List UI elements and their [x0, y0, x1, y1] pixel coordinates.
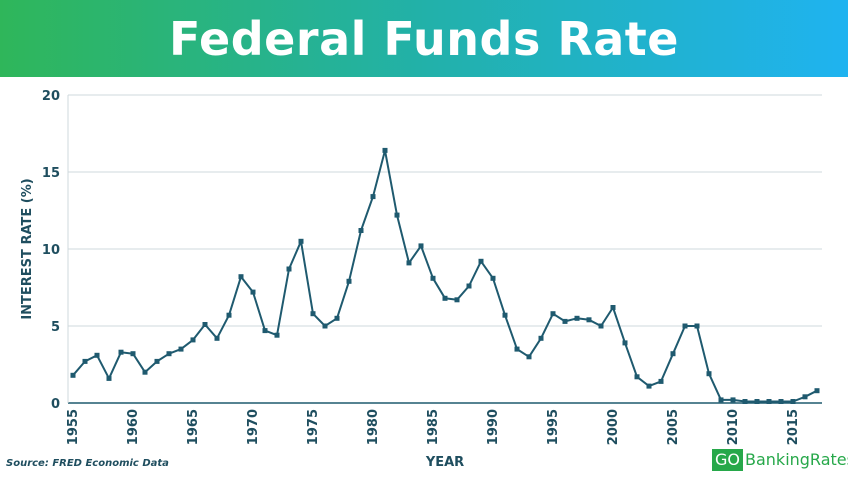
x-tick-label: 1985 — [426, 409, 441, 445]
data-point — [202, 322, 208, 327]
brand-go-mark: GO — [712, 449, 743, 471]
data-point — [178, 346, 184, 352]
x-tick-label: 2015 — [786, 409, 801, 445]
series-line — [72, 149, 818, 403]
x-tick-label: 2010 — [726, 409, 741, 445]
data-point — [346, 278, 352, 284]
data-point — [514, 346, 520, 352]
data-point — [310, 311, 316, 317]
data-point — [490, 275, 496, 281]
data-point — [814, 388, 820, 394]
data-point — [478, 258, 484, 264]
brand-logo: GO BankingRates — [712, 449, 848, 471]
data-point — [574, 315, 580, 321]
data-point — [634, 374, 640, 380]
data-point — [502, 312, 508, 318]
data-point — [550, 311, 556, 317]
data-point — [226, 312, 232, 318]
page-title: Federal Funds Rate — [169, 11, 679, 66]
data-point — [334, 315, 340, 321]
data-point — [82, 358, 88, 364]
data-point — [94, 352, 100, 358]
data-point — [250, 289, 256, 295]
source-note: Source: FRED Economic Data — [6, 458, 169, 469]
data-point — [658, 378, 664, 384]
x-tick-label: 1970 — [246, 409, 261, 445]
data-point — [766, 399, 772, 404]
x-tick-label: 1980 — [366, 409, 381, 445]
x-tick-label: 1995 — [546, 409, 561, 445]
x-tick-label: 2000 — [606, 409, 621, 445]
data-point — [274, 332, 280, 338]
data-point — [586, 317, 592, 323]
data-point — [430, 275, 436, 281]
y-tick-label: 10 — [42, 243, 60, 258]
data-point — [406, 260, 412, 266]
y-axis-title: INTEREST RATE (%) — [20, 178, 35, 319]
data-point — [454, 297, 460, 303]
data-point — [742, 399, 748, 404]
data-point — [706, 371, 712, 377]
data-point — [778, 399, 784, 404]
data-point — [670, 351, 676, 357]
data-point — [598, 323, 604, 329]
x-tick-label: 1955 — [66, 409, 81, 445]
data-point — [730, 397, 736, 403]
x-tick-label: 2005 — [666, 409, 681, 445]
title-banner: Federal Funds Rate — [0, 0, 848, 77]
data-point — [526, 354, 532, 360]
data-point — [142, 369, 148, 375]
x-tick-label: 1975 — [306, 409, 321, 445]
data-point — [106, 375, 112, 381]
brand-wordmark: BankingRates — [745, 450, 848, 469]
data-point — [622, 340, 628, 346]
x-axis-title: YEAR — [425, 455, 464, 470]
x-tick-label: 1960 — [126, 409, 141, 445]
data-point — [322, 323, 328, 329]
data-point — [298, 238, 304, 244]
x-tick-label: 1990 — [486, 409, 501, 445]
data-point — [154, 358, 160, 364]
x-tick-label: 1965 — [186, 409, 201, 445]
data-point — [118, 349, 124, 355]
data-point — [370, 194, 376, 200]
data-point — [70, 372, 76, 378]
data-point — [262, 328, 268, 334]
data-point — [442, 295, 448, 301]
data-point — [682, 323, 688, 329]
data-point — [166, 351, 172, 357]
data-point — [562, 318, 568, 324]
data-point — [694, 323, 700, 329]
data-point — [382, 147, 388, 153]
data-point — [610, 305, 616, 310]
data-point — [418, 243, 424, 249]
data-point — [130, 351, 136, 357]
data-point — [646, 383, 652, 389]
y-tick-label: 0 — [51, 397, 60, 412]
y-tick-label: 15 — [42, 166, 60, 181]
data-point — [754, 399, 760, 404]
data-point — [190, 337, 196, 343]
data-point — [466, 283, 472, 289]
data-point — [394, 212, 400, 218]
data-point — [718, 397, 724, 403]
data-point — [538, 335, 544, 341]
data-point — [214, 335, 220, 341]
data-point — [286, 266, 292, 272]
y-tick-label: 5 — [51, 320, 60, 335]
data-point — [238, 274, 244, 280]
data-point — [790, 399, 796, 404]
data-point — [802, 394, 808, 400]
data-point — [358, 228, 364, 233]
y-tick-label: 20 — [42, 89, 60, 104]
